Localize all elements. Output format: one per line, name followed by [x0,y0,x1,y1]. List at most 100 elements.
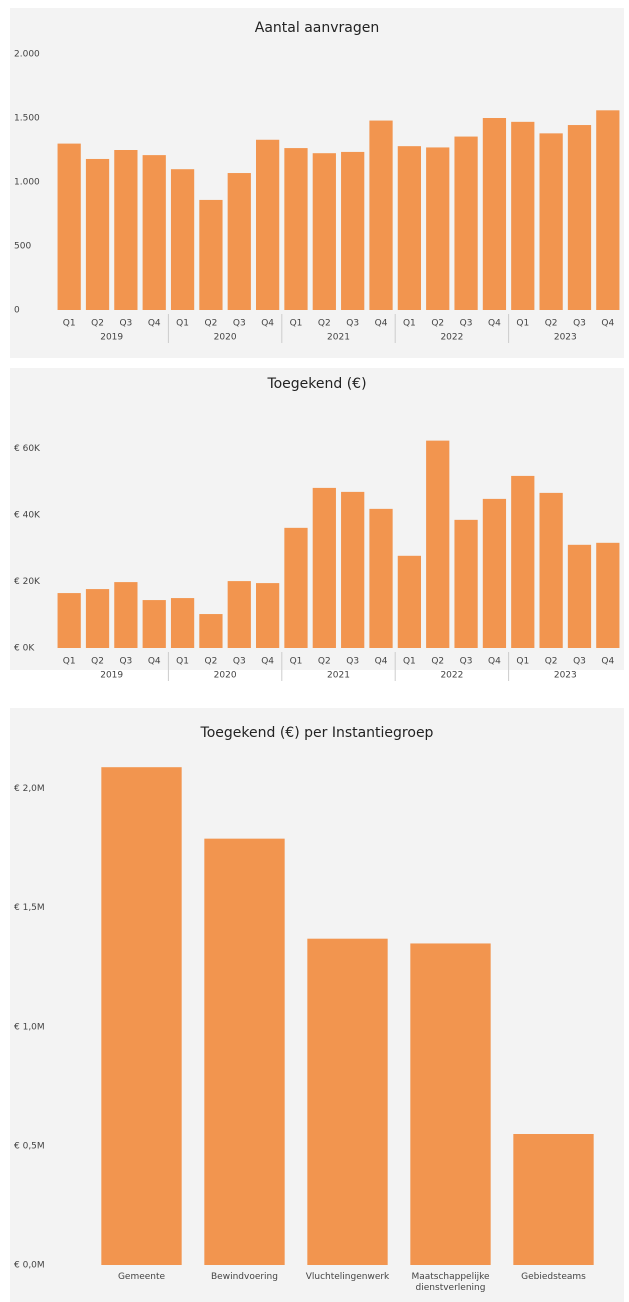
bar [312,487,336,648]
bar [482,498,507,648]
x-tick-label: Q1 [403,657,416,667]
y-tick-label: € 0,5M [14,1141,45,1151]
bar [227,173,251,310]
x-tick-label: Q4 [601,319,614,329]
x-tick-label: Q1 [63,657,76,667]
x-group-label: 2021 [327,333,350,343]
bar [410,943,491,1265]
bar [397,146,421,310]
bar [369,508,393,648]
bar [57,143,81,310]
x-tick-label: Q3 [346,657,359,667]
bar [341,151,365,310]
x-tick-label-box: Bewindvoering [211,1272,278,1282]
y-tick-label: € 1,5M [14,903,45,913]
x-tick-label: Q3 [233,657,246,667]
x-tick-label: Q2 [431,319,444,329]
x-tick-label: Q4 [261,657,274,667]
bar [142,155,166,310]
x-tick-label: Q2 [318,657,331,667]
bar [539,133,563,310]
x-group-label: 2021 [327,671,350,681]
x-tick-label: Q4 [488,657,501,667]
bar [454,136,478,310]
bar [596,542,620,648]
x-tick-label: Q1 [290,319,303,329]
y-tick-label: 1.000 [14,178,40,188]
y-tick-label: € 1,0M [14,1022,45,1032]
x-tick-label: Q3 [346,319,359,329]
x-group-label: 2020 [214,671,237,681]
x-tick-label: Q4 [261,319,274,329]
x-tick-label-box: Gebiedsteams [521,1272,586,1282]
x-group-label: 2023 [554,333,577,343]
x-tick-label: Q2 [205,657,218,667]
y-tick-label: € 60K [14,444,41,454]
bar [341,491,365,648]
y-tick-label: 500 [14,242,31,252]
bar [513,1134,594,1265]
x-tick-label: Q3 [460,319,473,329]
x-tick-label: Q4 [148,657,161,667]
x-tick-label: Q2 [545,657,558,667]
y-tick-label: 1.500 [14,114,40,124]
x-tick-label: Gemeente [117,1272,166,1282]
bar [511,121,535,310]
chart-title: Aantal aanvragen [255,20,379,36]
bar [454,519,478,648]
y-tick-label: 0 [14,306,20,316]
chart-title: Toegekend (€) [266,376,366,392]
y-tick-label: € 20K [14,577,41,587]
bar [57,593,81,648]
bar [199,614,223,648]
y-tick-label: 2.000 [14,50,40,60]
x-tick-label: Q2 [431,657,444,667]
x-tick-label: Q1 [290,657,303,667]
x-tick-label: Bewindvoering [211,1272,278,1282]
x-group-label: 2020 [214,333,237,343]
x-tick-label-box: Vluchtelingenwerk [305,1272,390,1282]
bar [114,582,138,648]
x-tick-label: Q3 [119,657,132,667]
x-tick-label: Q4 [601,657,614,667]
bar [567,544,592,648]
x-tick-label: Vluchtelingenwerk [305,1272,390,1282]
x-tick-label: Q3 [233,319,246,329]
y-tick-label: € 40K [14,510,41,520]
x-tick-label: Gebiedsteams [521,1272,586,1282]
x-tick-label: Q3 [573,657,586,667]
x-tick-label: Q2 [205,319,218,329]
bar [227,581,251,648]
x-tick-label: Q1 [176,319,189,329]
x-tick-label: Q4 [148,319,161,329]
y-tick-label: € 0K [14,644,35,654]
bar [511,475,535,648]
chart-title: Toegekend (€) per Instantiegroep [200,725,434,741]
y-tick-label: € 0,0M [14,1261,45,1271]
bar [170,169,195,310]
bar [256,139,280,310]
bar [539,492,563,648]
x-group-label: 2019 [100,333,123,343]
x-tick-label: Q1 [403,319,416,329]
x-tick-label: Q1 [63,319,76,329]
x-tick-label: Q2 [545,319,558,329]
bar [312,153,336,310]
x-tick-label: Q2 [91,319,104,329]
x-tick-label: Q4 [375,657,388,667]
x-group-label: 2022 [440,333,463,343]
bar [426,440,450,648]
x-tick-label: Q3 [460,657,473,667]
x-tick-label: Q1 [516,319,529,329]
x-tick-label: Maatschappelijke dienstverlening [411,1272,490,1293]
x-tick-label: Q4 [375,319,388,329]
bar [426,147,450,310]
bar [85,158,110,310]
bar [284,527,308,648]
x-tick-label: Q3 [119,319,132,329]
bar [256,583,280,648]
bar [596,110,620,310]
x-group-label: 2022 [440,671,463,681]
bar [369,120,393,310]
